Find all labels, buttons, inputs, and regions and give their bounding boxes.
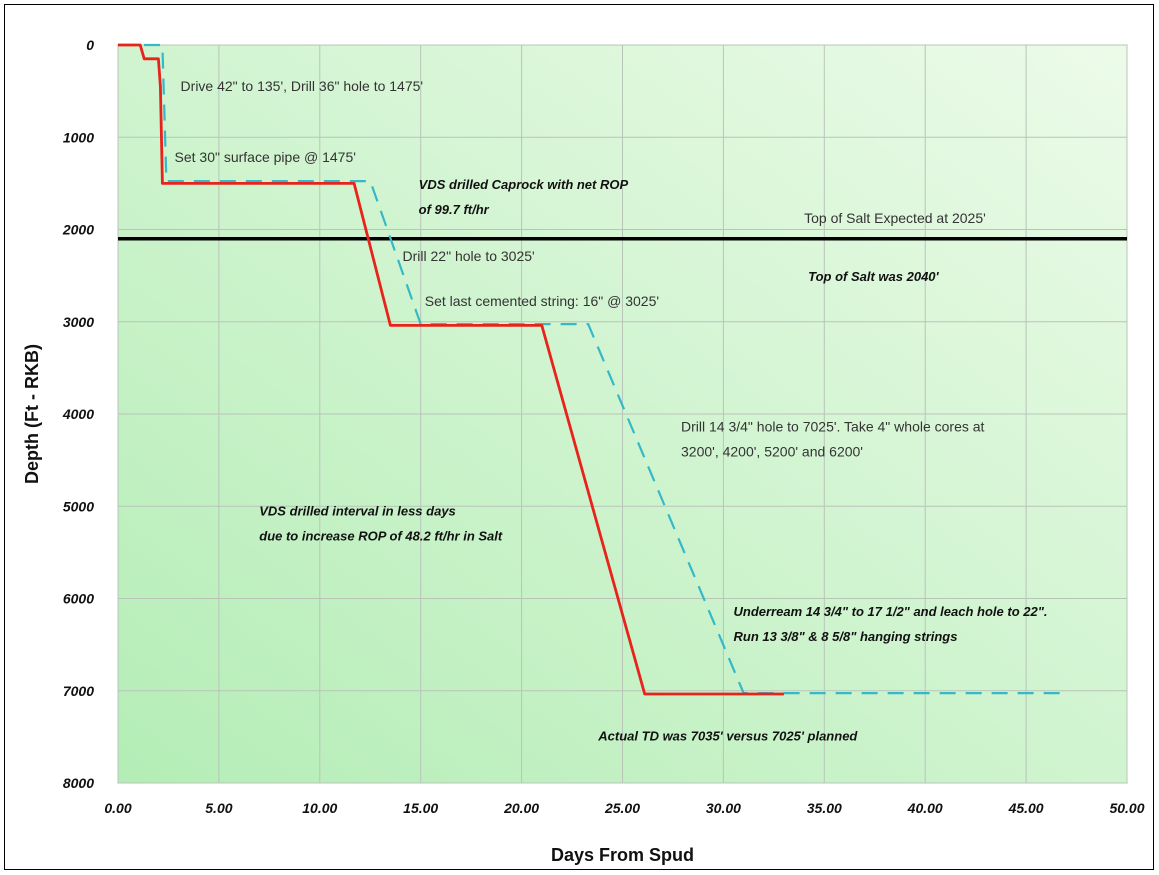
y-tick-label: 2000 — [62, 222, 94, 238]
x-tick-labels: 0.00 5.00 10.00 15.00 20.00 25.00 30.00 35.00 40… — [104, 800, 1144, 816]
x-tick-label: 30.00 — [706, 800, 741, 816]
y-tick-label: 6000 — [63, 591, 94, 607]
y-tick-label: 7000 — [63, 683, 94, 699]
x-tick-label: 25.00 — [604, 800, 640, 816]
y-tick-label: 0 — [86, 37, 94, 53]
annotations: Drive 42" to 135', Drill 36" hole to 147… — [175, 78, 1048, 743]
annotation-text: Set last cemented string: 16" @ 3025' — [425, 293, 659, 309]
annotation-text: Underream 14 3/4" to 17 1/2" and leach h… — [733, 604, 1047, 619]
y-tick-label: 4000 — [62, 406, 94, 422]
x-tick-label: 20.00 — [503, 800, 539, 816]
x-tick-label: 40.00 — [907, 800, 943, 816]
annotation-text: Drive 42" to 135', Drill 36" hole to 147… — [181, 78, 424, 94]
y-tick-label: 5000 — [63, 498, 94, 514]
annotation-text: Set 30" surface pipe @ 1475' — [175, 149, 356, 165]
x-tick-label: 15.00 — [403, 800, 438, 816]
x-tick-label: 0.00 — [104, 800, 131, 816]
x-tick-label: 5.00 — [205, 800, 232, 816]
y-axis-title: Depth (Ft - RKB) — [22, 344, 42, 484]
annotation-text: Drill 14 3/4" hole to 7025'. Take 4" who… — [681, 419, 985, 435]
series-layer — [118, 43, 1067, 696]
y-tick-label: 8000 — [63, 775, 94, 791]
x-tick-label: 45.00 — [1008, 800, 1044, 816]
annotation-text: 3200', 4200', 5200' and 6200' — [681, 443, 863, 459]
annotation-text: VDS drilled Caprock with net ROP — [419, 177, 629, 192]
annotation-text: Top of Salt Expected at 2025' — [804, 210, 986, 226]
annotation-text: Top of Salt was 2040' — [808, 269, 939, 284]
x-tick-label: 35.00 — [807, 800, 842, 816]
annotation-text: of 99.7 ft/hr — [419, 202, 490, 217]
annotation-text: Run 13 3/8" & 8 5/8" hanging strings — [733, 629, 957, 644]
x-tick-label: 50.00 — [1109, 800, 1144, 816]
x-tick-label: 10.00 — [302, 800, 337, 816]
y-tick-label: 1000 — [63, 129, 94, 145]
annotation-text: Drill 22" hole to 3025' — [403, 248, 535, 264]
gridlines — [117, 44, 1128, 784]
annotation-text: VDS drilled interval in less days — [259, 503, 456, 518]
x-axis-title: Days From Spud — [551, 845, 694, 865]
y-tick-label: 3000 — [63, 314, 94, 330]
y-tick-labels: 0 1000 2000 3000 4000 5000 6000 7000 8000 — [62, 37, 94, 791]
planned-series-line — [118, 43, 1067, 695]
annotation-text: Actual TD was 7035' versus 7025' planned — [597, 729, 858, 744]
annotation-text: due to increase ROP of 48.2 ft/hr in Sal… — [259, 528, 503, 543]
actual-series-line — [118, 43, 784, 696]
